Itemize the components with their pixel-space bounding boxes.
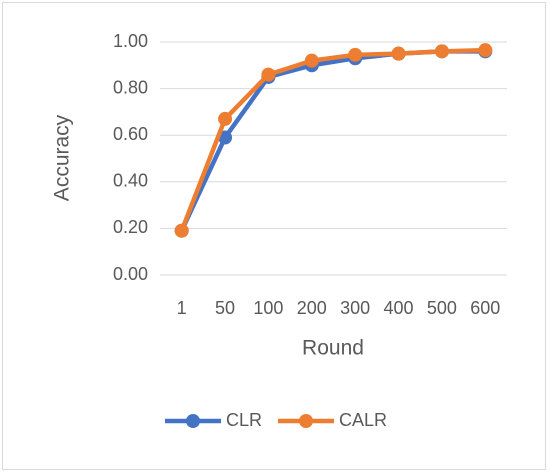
y-tick-label: 0.80 — [113, 77, 148, 97]
y-tick-label: 1.00 — [113, 31, 148, 51]
x-tick-label: 300 — [340, 298, 370, 318]
point-marker — [304, 53, 319, 68]
point-marker — [261, 67, 276, 82]
point-marker — [174, 223, 189, 238]
x-tick-label: 100 — [253, 298, 283, 318]
legend-label: CALR — [339, 410, 387, 430]
point-marker — [348, 47, 363, 62]
y-tick-label: 0.00 — [113, 264, 148, 284]
legend-label: CLR — [226, 410, 262, 430]
x-tick-label: 600 — [470, 298, 500, 318]
x-tick-label: 500 — [427, 298, 457, 318]
legend-marker — [299, 414, 313, 428]
y-tick-label: 0.40 — [113, 171, 148, 191]
point-marker — [218, 111, 233, 126]
point-marker — [391, 46, 406, 61]
y-axis-title: Accuracy — [51, 114, 74, 201]
x-axis-title: Round — [302, 337, 364, 360]
legend-marker — [186, 414, 200, 428]
y-tick-label: 0.20 — [113, 217, 148, 237]
point-marker — [478, 43, 493, 58]
x-tick-label: 200 — [297, 298, 327, 318]
series-line — [179, 47, 486, 232]
x-tick-label: 50 — [215, 298, 235, 318]
point-marker — [434, 44, 449, 59]
x-tick-label: 400 — [384, 298, 414, 318]
x-tick-label: 1 — [177, 298, 187, 318]
y-tick-label: 0.60 — [113, 124, 148, 144]
